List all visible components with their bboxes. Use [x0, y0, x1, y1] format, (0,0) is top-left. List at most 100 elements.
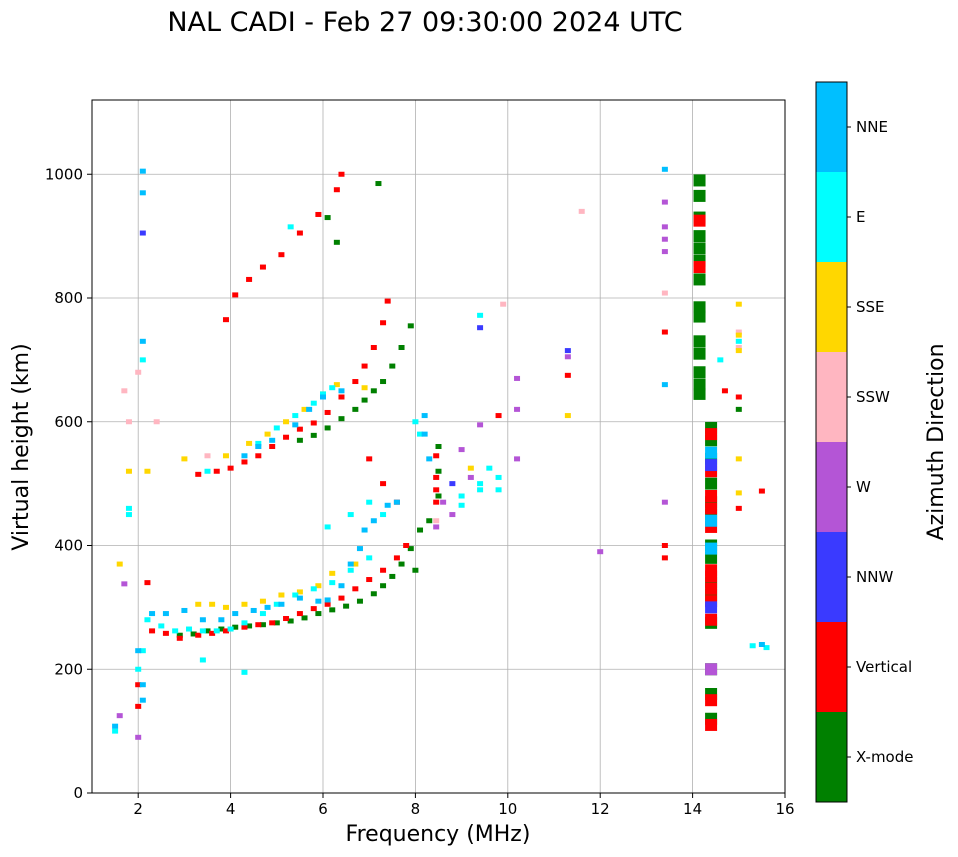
data-point [135, 648, 142, 654]
x-axis: 2 4 6 8 10 12 14 16 [133, 793, 795, 818]
data-point [255, 440, 262, 446]
data-point [218, 617, 225, 623]
data-point [195, 471, 202, 477]
data-point [721, 388, 728, 394]
data-point [705, 551, 718, 564]
data-point [139, 230, 146, 236]
colorbar-tick-label: NNW [856, 568, 893, 586]
data-point [352, 586, 359, 592]
data-point [135, 666, 142, 672]
data-point [116, 561, 123, 567]
data-point [222, 317, 229, 323]
data-point [320, 394, 326, 400]
data-point [269, 437, 276, 443]
data-point [264, 431, 271, 437]
data-point [717, 357, 724, 363]
data-point [361, 397, 368, 403]
data-point [259, 264, 266, 270]
data-point [380, 481, 387, 487]
data-point [218, 626, 225, 632]
data-point [232, 292, 239, 298]
data-point [283, 616, 290, 622]
data-point [287, 618, 294, 624]
data-point [693, 366, 706, 379]
data-point [705, 694, 718, 707]
data-point [564, 354, 571, 360]
data-point [705, 514, 718, 527]
data-point [232, 624, 239, 630]
colorbar-tick-label: SSW [856, 388, 890, 406]
data-point [458, 502, 465, 508]
data-point [310, 420, 317, 426]
data-point [693, 347, 706, 360]
data-point [338, 583, 345, 589]
data-point [500, 301, 507, 307]
data-point [403, 543, 410, 548]
data-point [296, 589, 303, 595]
data-point [329, 570, 336, 576]
data-point [384, 502, 391, 508]
y-tick-label: 1000 [45, 165, 83, 183]
data-point [370, 345, 377, 350]
data-point [324, 524, 331, 530]
data-point [407, 323, 414, 329]
data-point [705, 570, 718, 583]
data-point [352, 379, 359, 385]
data-point [514, 456, 521, 462]
data-point [296, 230, 303, 236]
data-point [705, 582, 718, 595]
data-point [144, 617, 151, 623]
data-point [693, 335, 706, 348]
data-point [433, 524, 440, 530]
data-point [370, 388, 377, 394]
data-point [199, 657, 206, 663]
data-point [306, 406, 313, 412]
data-point [693, 310, 706, 323]
data-point [564, 372, 571, 378]
data-point [693, 189, 706, 202]
data-point [705, 502, 718, 515]
data-point [333, 239, 340, 245]
data-point [477, 312, 484, 318]
data-point [278, 601, 285, 607]
data-point [433, 453, 440, 459]
data-point [324, 425, 331, 431]
y-axis: 0 200 400 600 800 1000 [45, 165, 92, 802]
data-point [435, 444, 442, 449]
data-point [269, 620, 276, 626]
data-point [407, 546, 414, 552]
data-point [149, 611, 156, 617]
data-point [735, 394, 742, 400]
data-point [361, 363, 368, 369]
data-point [735, 456, 742, 462]
data-point [283, 419, 290, 425]
data-point [366, 456, 373, 462]
series-vertical [135, 171, 765, 731]
data-point [241, 459, 248, 465]
data-point [375, 181, 382, 187]
colorbar-segment [816, 352, 847, 442]
data-point [661, 224, 668, 230]
data-point [735, 338, 742, 344]
data-point [112, 723, 119, 729]
colorbar-segment [816, 622, 847, 712]
colorbar-tick-label: W [856, 478, 871, 496]
colorbar-segment [816, 82, 847, 172]
data-point [135, 369, 142, 375]
data-point [735, 505, 742, 511]
data-point [135, 734, 142, 740]
data-point [149, 628, 156, 634]
data-point [199, 628, 206, 634]
data-point [343, 603, 350, 609]
data-point [158, 623, 165, 629]
y-tick-label: 400 [54, 537, 83, 555]
y-tick-label: 200 [54, 660, 83, 678]
x-tick-label: 4 [226, 800, 236, 818]
y-tick-label: 800 [54, 289, 83, 307]
data-point [705, 428, 718, 441]
data-point [338, 595, 345, 601]
y-axis-label: Virtual height (km) [9, 343, 34, 550]
data-point [735, 332, 742, 338]
data-point [269, 444, 276, 449]
data-point [433, 474, 440, 480]
